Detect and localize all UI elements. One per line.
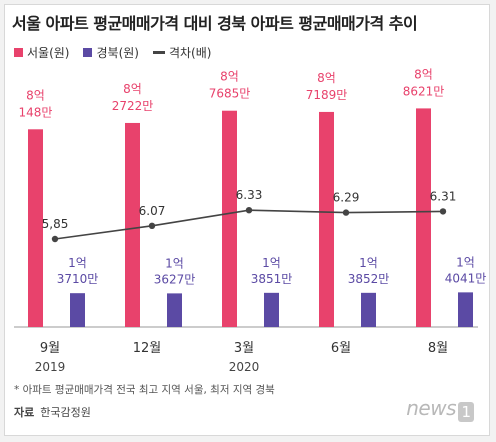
bar-gyeongbuk-1 [167,293,182,327]
point-ratio-0 [51,235,59,243]
legend-item-gyeongbuk: 경북(원) [83,44,139,61]
x-tick-label-2: 3월 [234,341,254,356]
chart-frame [4,4,490,436]
news1-logo: news 1 [406,396,474,422]
source-value: 한국감정원 [40,406,91,419]
bar-label-gyeongbuk-4-a: 1억 [456,255,475,269]
legend-label-ratio: 격차(배) [168,45,212,60]
legend-item-seoul: 서울(원) [14,44,69,61]
bar-label-seoul-4-a: 8억 [414,67,433,81]
legend: 서울(원) 경북(원) 격차(배) [14,44,211,60]
bar-label-gyeongbuk-3-b: 3852만 [348,272,390,286]
bar-gyeongbuk-0 [70,293,85,327]
bar-seoul-0 [28,129,43,327]
x-tick-label-1: 12월 [133,341,162,356]
logo-mark: 1 [458,402,474,422]
line-ratio [54,209,444,240]
bar-label-seoul-1-a: 8억 [123,82,142,96]
logo-text: news [406,396,456,420]
ratio-label-3: 6.29 [333,191,360,205]
bar-label-gyeongbuk-1-a: 1억 [165,256,184,270]
bar-label-gyeongbuk-4-b: 4041만 [445,271,487,285]
bar-label-gyeongbuk-0-b: 3710만 [57,272,99,286]
bar-gyeongbuk-3 [361,292,376,327]
bar-seoul-1 [125,122,140,328]
bar-seoul-3 [319,111,334,327]
bar-label-seoul-0-a: 8억 [26,88,45,102]
legend-swatch-gyeongbuk [83,47,93,57]
bar-label-seoul-3-b: 7189만 [306,88,348,102]
point-ratio-1 [148,222,156,229]
footnote: * 아파트 평균매매가격 전국 최고 지역 서울, 최저 지역 경북 [14,384,275,396]
x-tick-label-3: 6월 [331,341,351,356]
point-ratio-4 [439,208,447,215]
bar-label-gyeongbuk-1-b: 3627만 [154,272,196,286]
ratio-label-0: 5,85 [42,217,69,231]
legend-label-seoul: 서울(원) [27,45,70,60]
bar-label-seoul-4-b: 8621만 [403,84,445,98]
bar-seoul-4 [416,108,431,327]
chart-plot: 8억 148만 1억 3710만 9월 2019 8억 2722만 1억 3627만 12월 8억 76… [14,67,487,374]
ratio-label-4: 6.31 [430,189,457,203]
bar-label-gyeongbuk-2-a: 1억 [262,256,281,270]
legend-item-ratio: 격차(배) [152,44,212,61]
source-label: 자료 [14,406,35,419]
legend-label-gyeongbuk: 경북(원) [96,45,139,60]
ratio-label-2: 6.33 [236,188,263,202]
x-tick-label-4: 8월 [428,341,448,356]
bar-seoul-2 [222,110,237,328]
legend-swatch-ratio [152,50,165,54]
bar-label-seoul-2-b: 7685만 [209,87,251,101]
bar-gyeongbuk-4 [458,292,473,327]
point-ratio-3 [342,209,350,216]
bar-label-gyeongbuk-0-a: 1억 [68,256,87,270]
bar-label-gyeongbuk-2-b: 3851만 [251,272,293,286]
bar-label-seoul-3-a: 8억 [317,71,336,85]
bar-label-seoul-1-b: 2722만 [112,99,154,113]
x-tick-label-0: 9월 [40,341,60,356]
ratio-label-1: 6.07 [139,204,166,218]
bar-label-gyeongbuk-3-a: 1억 [359,256,378,270]
bar-gyeongbuk-2 [264,292,279,327]
source-line: 자료 한국감정원 [14,404,91,420]
legend-swatch-seoul [14,47,23,57]
x-year-label-0: 2019 [35,360,66,374]
bar-label-seoul-2-a: 8억 [220,70,239,84]
point-ratio-2 [245,207,253,214]
chart-title: 서울 아파트 평균매매가격 대비 경북 아파트 평균매매가격 추이 [12,14,418,33]
x-year-label-2: 2020 [229,360,260,374]
bar-label-seoul-0-b: 148만 [19,105,53,119]
